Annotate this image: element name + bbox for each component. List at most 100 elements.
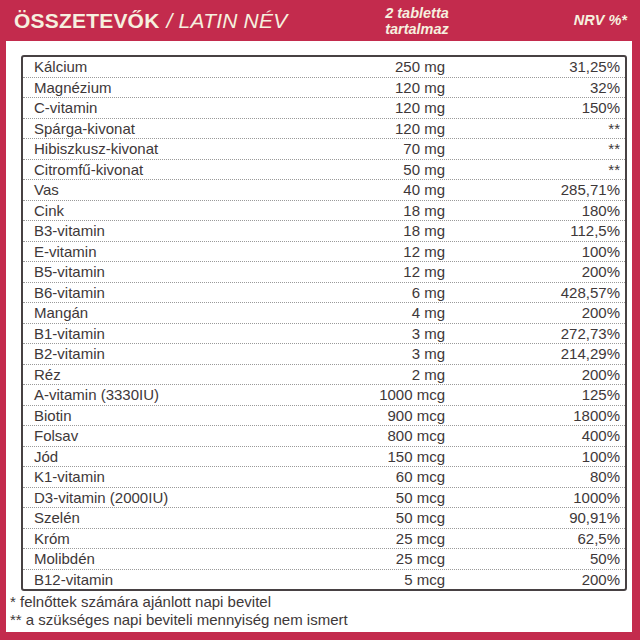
ingredient-name: Szelén (34, 509, 274, 526)
ingredient-name: B3-vitamin (34, 222, 274, 239)
ingredients-title: ÖSSZETEVŐK / LATIN NÉV (14, 0, 287, 41)
table-row: Folsav 800 mcg 400% (23, 426, 625, 447)
table-row: C-vitamin 120 mg 150% (23, 98, 625, 119)
ingredient-amount: 25 mcg (274, 550, 445, 567)
ingredient-name: Vas (34, 181, 274, 198)
ingredient-amount: 25 mcg (274, 530, 445, 547)
ingredient-nrv: 285,71% (445, 181, 620, 198)
table-row: D3-vitamin (2000IU) 50 mcg 1000% (23, 488, 625, 509)
ingredient-amount: 3 mg (274, 325, 445, 342)
table-row: B6-vitamin 6 mg 428,57% (23, 283, 625, 304)
ingredient-name: Cink (34, 202, 274, 219)
ingredient-name: Molibdén (34, 550, 274, 567)
ingredient-amount: 900 mcg (274, 407, 445, 424)
table-row: Citromfű-kivonat 50 mg ** (23, 160, 625, 181)
ingredient-nrv: 200% (445, 263, 620, 280)
ingredient-name: C-vitamin (34, 99, 274, 116)
table-row: Réz 2 mg 200% (23, 365, 625, 386)
ingredient-nrv: 90,91% (445, 509, 620, 526)
ingredient-nrv: 50% (445, 550, 620, 567)
amount-column-header: 2 tabletta tartalmaz (385, 5, 449, 37)
amount-column-header-line2: tartalmaz (385, 21, 449, 37)
ingredient-amount: 50 mcg (274, 489, 445, 506)
table-row: E-vitamin 12 mg 100% (23, 242, 625, 263)
ingredient-nrv: 200% (445, 571, 620, 588)
ingredient-name: B1-vitamin (34, 325, 274, 342)
table-header: ÖSSZETEVŐK / LATIN NÉV 2 tabletta tartal… (0, 0, 640, 41)
table-row: Króm 25 mcg 62,5% (23, 529, 625, 550)
table-row: B2-vitamin 3 mg 214,29% (23, 344, 625, 365)
table-row: Mangán 4 mg 200% (23, 303, 625, 324)
ingredient-name: Hibiszkusz-kivonat (34, 140, 274, 157)
table-row: Spárga-kivonat 120 mg ** (23, 119, 625, 140)
table-row: B3-vitamin 18 mg 112,5% (23, 221, 625, 242)
ingredient-amount: 120 mg (274, 99, 445, 116)
ingredient-name: Folsav (34, 427, 274, 444)
ingredient-nrv: ** (445, 120, 620, 137)
ingredient-amount: 18 mg (274, 202, 445, 219)
footnote-unknown-intake: ** a szükséges napi beviteli mennyiség n… (10, 611, 620, 629)
table-row: Biotin 900 mcg 1800% (23, 406, 625, 427)
ingredient-name: Króm (34, 530, 274, 547)
ingredient-amount: 4 mg (274, 304, 445, 321)
table-row: B1-vitamin 3 mg 272,73% (23, 324, 625, 345)
ingredient-name: K1-vitamin (34, 468, 274, 485)
ingredient-amount: 250 mg (274, 58, 445, 75)
ingredient-name: Spárga-kivonat (34, 120, 274, 137)
ingredient-nrv: 125% (445, 386, 620, 403)
ingredient-nrv: 112,5% (445, 222, 620, 239)
ingredient-amount: 70 mg (274, 140, 445, 157)
ingredient-amount: 150 mcg (274, 448, 445, 465)
latin-name-title-text: / LATIN NÉV (167, 9, 288, 33)
ingredients-title-text: ÖSSZETEVŐK (14, 9, 160, 33)
ingredient-amount: 3 mg (274, 345, 445, 362)
ingredient-nrv: 100% (445, 448, 620, 465)
ingredient-amount: 12 mg (274, 243, 445, 260)
ingredient-nrv: 214,29% (445, 345, 620, 362)
ingredient-amount: 50 mcg (274, 509, 445, 526)
label-frame: ÖSSZETEVŐK / LATIN NÉV 2 tabletta tartal… (0, 0, 640, 640)
ingredient-amount: 12 mg (274, 263, 445, 280)
table-row: K1-vitamin 60 mcg 80% (23, 467, 625, 488)
amount-column-header-line1: 2 tabletta (385, 5, 449, 21)
table-row: Vas 40 mg 285,71% (23, 180, 625, 201)
footnotes: * felnőttek számára ajánlott napi bevite… (10, 593, 620, 628)
table-row: B5-vitamin 12 mg 200% (23, 262, 625, 283)
ingredient-name: Kálcium (34, 58, 274, 75)
ingredient-nrv: 32% (445, 79, 620, 96)
table-row: Szelén 50 mcg 90,91% (23, 508, 625, 529)
nrv-column-header: NRV %* (574, 12, 627, 28)
ingredient-nrv: ** (445, 161, 620, 178)
ingredient-amount: 2 mg (274, 366, 445, 383)
ingredient-name: Citromfű-kivonat (34, 161, 274, 178)
ingredient-name: E-vitamin (34, 243, 274, 260)
ingredient-nrv: 200% (445, 304, 620, 321)
ingredient-name: Biotin (34, 407, 274, 424)
ingredient-nrv: 100% (445, 243, 620, 260)
ingredient-name: B6-vitamin (34, 284, 274, 301)
ingredient-name: B2-vitamin (34, 345, 274, 362)
table-row: Kálcium 250 mg 31,25% (23, 57, 625, 78)
ingredient-amount: 1000 mcg (274, 386, 445, 403)
ingredient-nrv: 180% (445, 202, 620, 219)
ingredient-nrv: 150% (445, 99, 620, 116)
ingredient-name: A-vitamin (3330IU) (34, 386, 274, 403)
table-row: B12-vitamin 5 mcg 200% (23, 570, 625, 590)
ingredient-nrv: 428,57% (445, 284, 620, 301)
table-row: Molibdén 25 mcg 50% (23, 549, 625, 570)
ingredient-nrv: ** (445, 140, 620, 157)
ingredient-name: Magnézium (34, 79, 274, 96)
table-row: Hibiszkusz-kivonat 70 mg ** (23, 139, 625, 160)
ingredient-nrv: 200% (445, 366, 620, 383)
ingredient-name: Réz (34, 366, 274, 383)
ingredient-amount: 50 mg (274, 161, 445, 178)
ingredient-nrv: 1000% (445, 489, 620, 506)
ingredient-nrv: 272,73% (445, 325, 620, 342)
ingredient-name: B5-vitamin (34, 263, 274, 280)
ingredient-name: Jód (34, 448, 274, 465)
ingredient-name: B12-vitamin (34, 571, 274, 588)
table-row: Jód 150 mcg 100% (23, 447, 625, 468)
ingredient-nrv: 80% (445, 468, 620, 485)
footnote-nrv-definition: * felnőttek számára ajánlott napi bevite… (10, 593, 620, 611)
ingredient-name: D3-vitamin (2000IU) (34, 489, 274, 506)
